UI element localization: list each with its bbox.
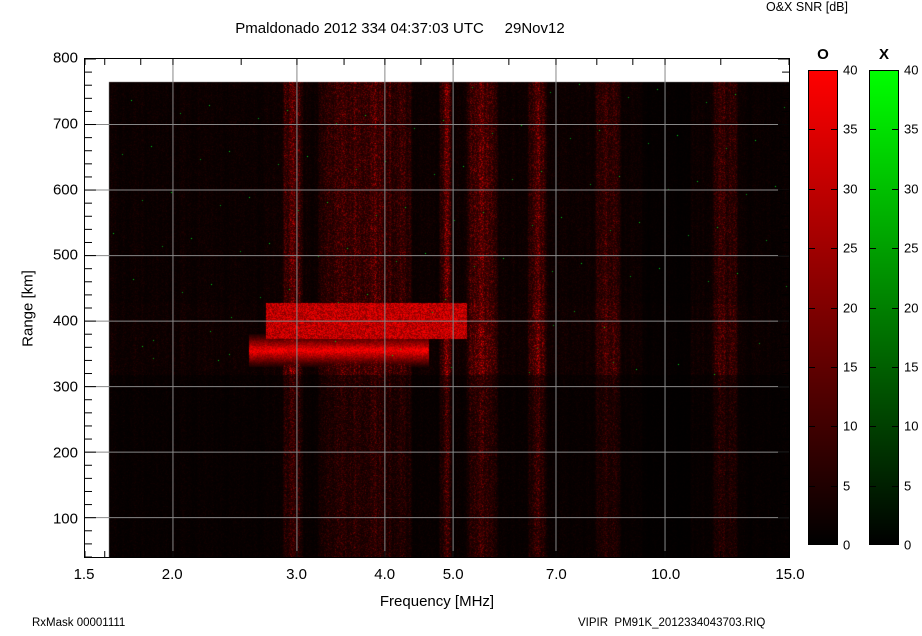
y-tick-label: 700 <box>52 115 78 133</box>
x-tick-label: 10.0 <box>651 566 681 583</box>
colorbar-tick-x <box>892 248 899 250</box>
colorbar-o-tick-label: 15 <box>843 359 858 375</box>
colorbar-tick-x <box>892 426 899 428</box>
colorbar-o-tick-label: 40 <box>843 62 858 78</box>
colorbar-x-title: X <box>878 46 890 63</box>
colorbar-o-tick-label: 20 <box>843 300 858 315</box>
colorbar-tick-o <box>831 426 838 428</box>
colorbar-x-tick-label: 5 <box>904 478 912 494</box>
colorbar-o-tick-label: 10 <box>843 418 858 434</box>
colorbar-tick-x <box>869 248 876 250</box>
footer-filename: VIPIR PM91K_2012334043703.RIQ <box>578 617 766 629</box>
colorbar-tick-o <box>808 426 815 428</box>
y-tick-label: 500 <box>52 246 78 264</box>
colorbar-x-tick-label: 40 <box>904 62 919 78</box>
colorbar-o-title: O <box>817 46 829 63</box>
x-tick-label: 3.0 <box>286 566 307 583</box>
colorbar-x-tick-label: 25 <box>904 240 919 256</box>
colorbar-tick-x <box>869 426 876 428</box>
footer-rxmask: RxMask 00001111 <box>32 617 126 629</box>
x-tick-label: 15.0 <box>775 566 805 583</box>
colorbar-tick-x <box>892 188 899 190</box>
colorbar-o-tick-label: 25 <box>843 240 858 256</box>
colorbar-tick-x <box>892 485 899 487</box>
colorbar-x-tick-label: 30 <box>904 181 919 197</box>
colorbar-header: O&X SNR [dB] <box>766 0 848 14</box>
colorbar-tick-o <box>808 188 815 190</box>
colorbar-tick-x <box>869 366 876 368</box>
x-tick-label: 1.5 <box>73 566 95 583</box>
colorbar-tick-o <box>831 248 838 250</box>
colorbar-tick-x <box>869 188 876 190</box>
y-tick-label: 300 <box>52 378 78 396</box>
colorbar-tick-o <box>808 248 815 250</box>
colorbar-x-tick-label: 15 <box>904 359 919 375</box>
colorbar-x-tick-label: 20 <box>904 300 919 315</box>
ionogram-plot[interactable] <box>84 58 790 558</box>
colorbar-tick-o <box>831 307 838 309</box>
ionogram-heatmap <box>85 59 789 557</box>
colorbar-tick-o <box>831 485 838 487</box>
colorbar-x-tick-label: 0 <box>904 537 912 553</box>
colorbar-o-tick-label: 0 <box>843 537 851 553</box>
y-tick-label: 600 <box>52 181 78 199</box>
page-title: Pmaldonado 2012 334 04:37:03 UTC 29Nov12 <box>235 20 565 37</box>
colorbar-tick-x <box>869 307 876 309</box>
colorbar-tick-o <box>831 129 838 131</box>
colorbar-x-tick-label: 35 <box>904 121 919 137</box>
colorbar-tick-x <box>892 307 899 309</box>
y-tick-label: 400 <box>52 312 78 330</box>
colorbar-o-tick-label: 35 <box>843 121 858 137</box>
x-axis-label: Frequency [MHz] <box>379 593 495 610</box>
colorbar-tick-x <box>869 485 876 487</box>
y-tick-label: 200 <box>52 444 78 462</box>
colorbar-o-tick-label: 5 <box>843 478 851 494</box>
colorbar-tick-o <box>831 366 838 368</box>
x-tick-label: 4.0 <box>374 566 396 583</box>
y-tick-label: 100 <box>52 510 78 528</box>
colorbar-o-tick-label: 30 <box>843 181 858 197</box>
colorbar-tick-x <box>892 129 899 131</box>
colorbar-tick-o <box>808 366 815 368</box>
x-tick-label: 2.0 <box>161 566 183 583</box>
y-axis-label: Range [km] <box>19 270 37 347</box>
colorbar-tick-o <box>808 307 815 309</box>
colorbar-x-tick-label: 10 <box>904 418 919 434</box>
x-tick-label: 5.0 <box>442 566 464 583</box>
y-tick-label: 800 <box>52 49 78 67</box>
colorbar-tick-o <box>808 129 815 131</box>
colorbar-tick-o <box>808 485 815 487</box>
colorbar-tick-x <box>892 366 899 368</box>
colorbar-tick-x <box>869 129 876 131</box>
colorbar-tick-o <box>831 188 838 190</box>
x-tick-label: 7.0 <box>545 566 567 583</box>
